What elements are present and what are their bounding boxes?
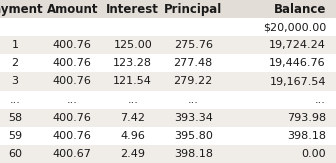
Text: $20,000.00: $20,000.00 <box>263 22 326 32</box>
Text: 400.67: 400.67 <box>53 149 92 159</box>
Text: 275.76: 275.76 <box>174 40 213 50</box>
Text: 19,724.24: 19,724.24 <box>269 40 326 50</box>
Bar <box>0 54 336 72</box>
Text: 125.00: 125.00 <box>113 40 152 50</box>
Text: 793.98: 793.98 <box>287 113 326 123</box>
Bar <box>0 127 336 145</box>
Text: 2.49: 2.49 <box>120 149 145 159</box>
Text: 398.18: 398.18 <box>287 131 326 141</box>
Text: 400.76: 400.76 <box>53 58 92 68</box>
Text: Amount: Amount <box>46 3 98 15</box>
Text: 4.96: 4.96 <box>120 131 145 141</box>
Text: ...: ... <box>188 95 199 105</box>
Text: 3: 3 <box>12 76 18 87</box>
Text: 60: 60 <box>8 149 22 159</box>
Text: 123.28: 123.28 <box>113 58 152 68</box>
Text: 59: 59 <box>8 131 22 141</box>
Text: 277.48: 277.48 <box>174 58 213 68</box>
Bar <box>0 0 336 18</box>
Text: ...: ... <box>10 95 20 105</box>
Text: 393.34: 393.34 <box>174 113 213 123</box>
Text: 0.00: 0.00 <box>301 149 326 159</box>
Text: 19,167.54: 19,167.54 <box>269 76 326 87</box>
Bar <box>0 72 336 91</box>
Text: 7.42: 7.42 <box>120 113 145 123</box>
Text: ...: ... <box>67 95 78 105</box>
Text: Interest: Interest <box>106 3 159 15</box>
Text: 395.80: 395.80 <box>174 131 213 141</box>
Text: 400.76: 400.76 <box>53 113 92 123</box>
Text: ...: ... <box>127 95 138 105</box>
Text: ...: ... <box>315 95 326 105</box>
Text: 58: 58 <box>8 113 22 123</box>
Text: 2: 2 <box>11 58 19 68</box>
Bar <box>0 109 336 127</box>
Text: Principal: Principal <box>164 3 222 15</box>
Text: 400.76: 400.76 <box>53 76 92 87</box>
Text: 1: 1 <box>12 40 18 50</box>
Text: 400.76: 400.76 <box>53 131 92 141</box>
Bar <box>0 18 336 36</box>
Text: 19,446.76: 19,446.76 <box>269 58 326 68</box>
Text: Balance: Balance <box>274 3 326 15</box>
Text: 121.54: 121.54 <box>113 76 152 87</box>
Text: 279.22: 279.22 <box>174 76 213 87</box>
Bar <box>0 91 336 109</box>
Text: 398.18: 398.18 <box>174 149 213 159</box>
Bar <box>0 145 336 163</box>
Text: Payment: Payment <box>0 3 44 15</box>
Bar <box>0 36 336 54</box>
Text: 400.76: 400.76 <box>53 40 92 50</box>
